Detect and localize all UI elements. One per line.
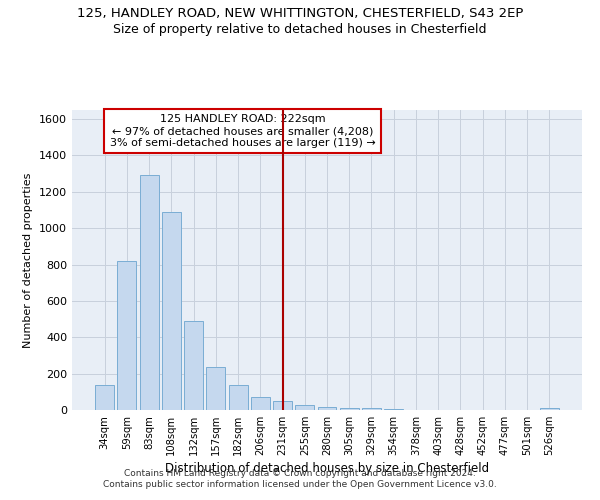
- Bar: [206, 368, 225, 410]
- Bar: [229, 386, 248, 410]
- Bar: [295, 405, 314, 410]
- Text: 125 HANDLEY ROAD: 222sqm  
← 97% of detached houses are smaller (4,208)
3% of se: 125 HANDLEY ROAD: 222sqm ← 97% of detach…: [110, 114, 376, 148]
- Bar: [384, 408, 403, 410]
- Bar: [273, 401, 292, 410]
- Bar: [540, 408, 559, 410]
- Bar: [118, 261, 136, 410]
- Bar: [184, 321, 203, 410]
- Bar: [340, 408, 359, 410]
- Y-axis label: Number of detached properties: Number of detached properties: [23, 172, 34, 348]
- Text: 125, HANDLEY ROAD, NEW WHITTINGTON, CHESTERFIELD, S43 2EP: 125, HANDLEY ROAD, NEW WHITTINGTON, CHES…: [77, 8, 523, 20]
- Text: Contains HM Land Registry data © Crown copyright and database right 2024.: Contains HM Land Registry data © Crown c…: [124, 468, 476, 477]
- Text: Size of property relative to detached houses in Chesterfield: Size of property relative to detached ho…: [113, 22, 487, 36]
- Bar: [95, 384, 114, 410]
- Bar: [140, 174, 158, 410]
- Bar: [317, 406, 337, 410]
- Text: Contains public sector information licensed under the Open Government Licence v3: Contains public sector information licen…: [103, 480, 497, 489]
- X-axis label: Distribution of detached houses by size in Chesterfield: Distribution of detached houses by size …: [165, 462, 489, 475]
- Bar: [162, 212, 181, 410]
- Bar: [362, 408, 381, 410]
- Bar: [251, 398, 270, 410]
